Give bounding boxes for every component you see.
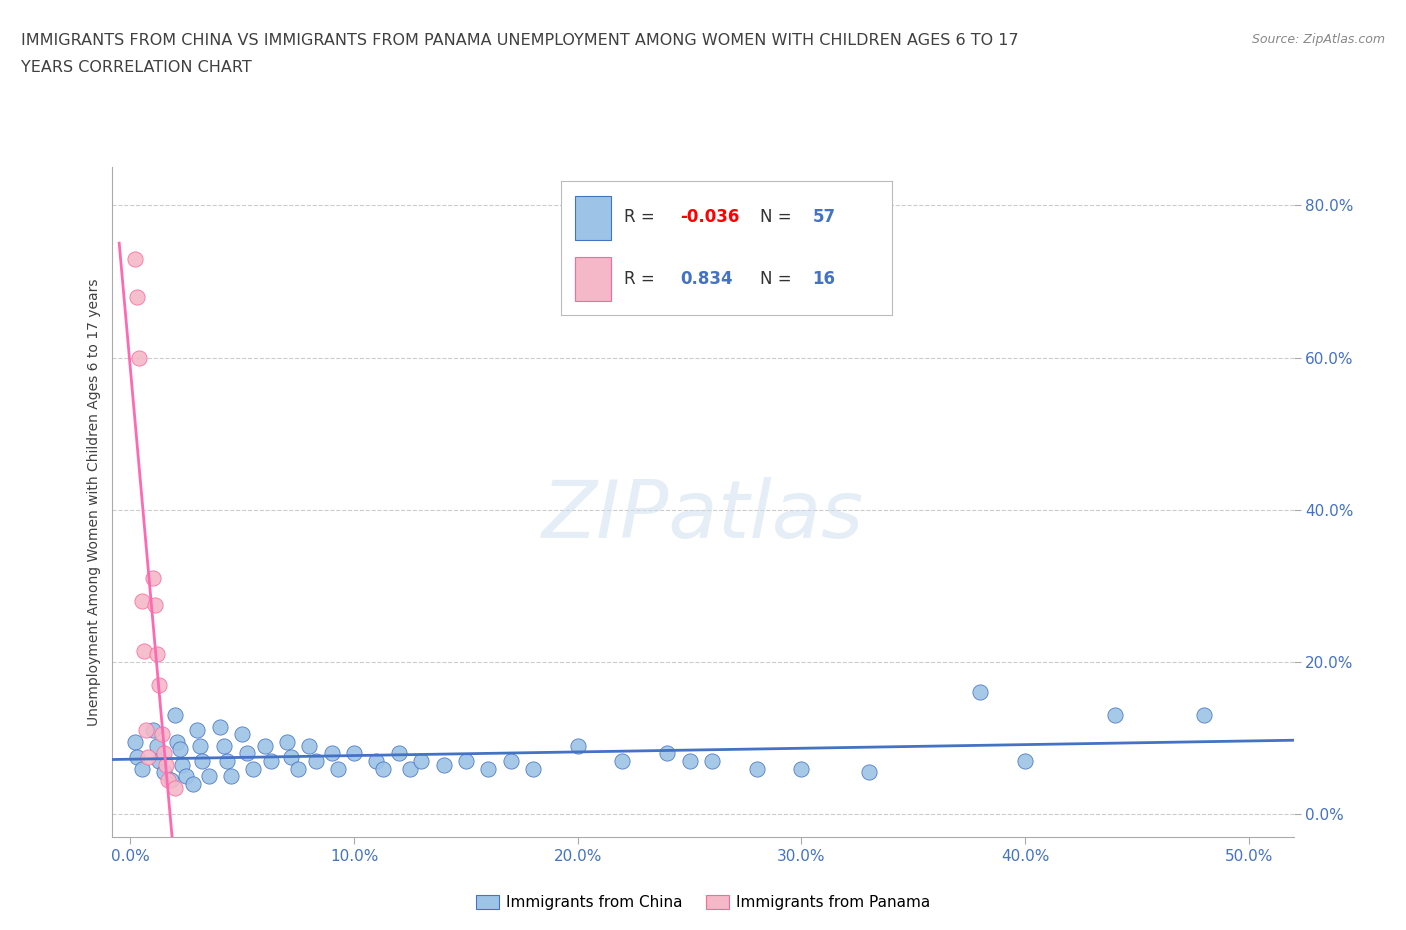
Point bbox=[128, 351, 150, 365]
Point bbox=[127, 289, 149, 304]
Point bbox=[188, 738, 211, 753]
Text: YEARS CORRELATION CHART: YEARS CORRELATION CHART bbox=[21, 60, 252, 75]
Y-axis label: Unemployment Among Women with Children Ages 6 to 17 years: Unemployment Among Women with Children A… bbox=[87, 278, 101, 726]
Point bbox=[276, 735, 298, 750]
Point bbox=[1104, 708, 1126, 723]
Point bbox=[328, 761, 350, 776]
Point bbox=[166, 735, 188, 750]
Point bbox=[388, 746, 411, 761]
Point bbox=[305, 753, 328, 768]
Point bbox=[745, 761, 768, 776]
Legend: Immigrants from China, Immigrants from Panama: Immigrants from China, Immigrants from P… bbox=[470, 889, 936, 916]
Point bbox=[969, 685, 991, 700]
Point bbox=[155, 757, 177, 772]
Point bbox=[174, 769, 197, 784]
Point bbox=[142, 723, 165, 737]
Point bbox=[858, 764, 880, 779]
Point bbox=[343, 746, 366, 761]
Point bbox=[170, 757, 193, 772]
Point bbox=[253, 738, 276, 753]
Point bbox=[146, 738, 169, 753]
Point bbox=[235, 746, 257, 761]
Point bbox=[678, 753, 700, 768]
Point bbox=[499, 753, 522, 768]
Point bbox=[790, 761, 813, 776]
Point bbox=[242, 761, 264, 776]
Point bbox=[169, 742, 191, 757]
Point bbox=[153, 764, 176, 779]
Point bbox=[143, 597, 166, 612]
Point bbox=[131, 593, 153, 608]
Point bbox=[657, 746, 679, 761]
Point bbox=[371, 761, 394, 776]
Point bbox=[321, 746, 343, 761]
Point bbox=[150, 727, 173, 742]
Point bbox=[148, 753, 170, 768]
Text: ZIPatlas: ZIPatlas bbox=[541, 476, 865, 554]
Point bbox=[124, 251, 146, 266]
Point bbox=[219, 769, 242, 784]
Point bbox=[159, 773, 181, 788]
Point bbox=[136, 750, 159, 764]
Point bbox=[399, 761, 422, 776]
Point bbox=[280, 750, 302, 764]
Point bbox=[567, 738, 589, 753]
Point bbox=[165, 780, 187, 795]
Point bbox=[432, 757, 454, 772]
Point bbox=[165, 708, 187, 723]
Point bbox=[146, 647, 169, 662]
Point bbox=[366, 753, 388, 768]
Point bbox=[260, 753, 283, 768]
Point bbox=[1014, 753, 1036, 768]
Point bbox=[215, 753, 238, 768]
Text: IMMIGRANTS FROM CHINA VS IMMIGRANTS FROM PANAMA UNEMPLOYMENT AMONG WOMEN WITH CH: IMMIGRANTS FROM CHINA VS IMMIGRANTS FROM… bbox=[21, 33, 1019, 47]
Point bbox=[208, 719, 231, 734]
Point bbox=[298, 738, 321, 753]
Point bbox=[148, 677, 170, 692]
Point bbox=[191, 753, 214, 768]
Point bbox=[132, 644, 155, 658]
Point bbox=[181, 777, 204, 791]
Point bbox=[700, 753, 723, 768]
Point bbox=[287, 761, 309, 776]
Point bbox=[186, 723, 208, 737]
Point bbox=[135, 723, 157, 737]
Point bbox=[612, 753, 634, 768]
Point bbox=[124, 735, 146, 750]
Point bbox=[411, 753, 433, 768]
Point bbox=[454, 753, 477, 768]
Text: Source: ZipAtlas.com: Source: ZipAtlas.com bbox=[1251, 33, 1385, 46]
Point bbox=[477, 761, 499, 776]
Point bbox=[153, 746, 176, 761]
Point bbox=[214, 738, 236, 753]
Point bbox=[1192, 708, 1215, 723]
Point bbox=[231, 727, 253, 742]
Point bbox=[522, 761, 544, 776]
Point bbox=[157, 773, 180, 788]
Point bbox=[142, 571, 165, 586]
Point bbox=[131, 761, 153, 776]
Point bbox=[197, 769, 219, 784]
Point bbox=[127, 750, 149, 764]
